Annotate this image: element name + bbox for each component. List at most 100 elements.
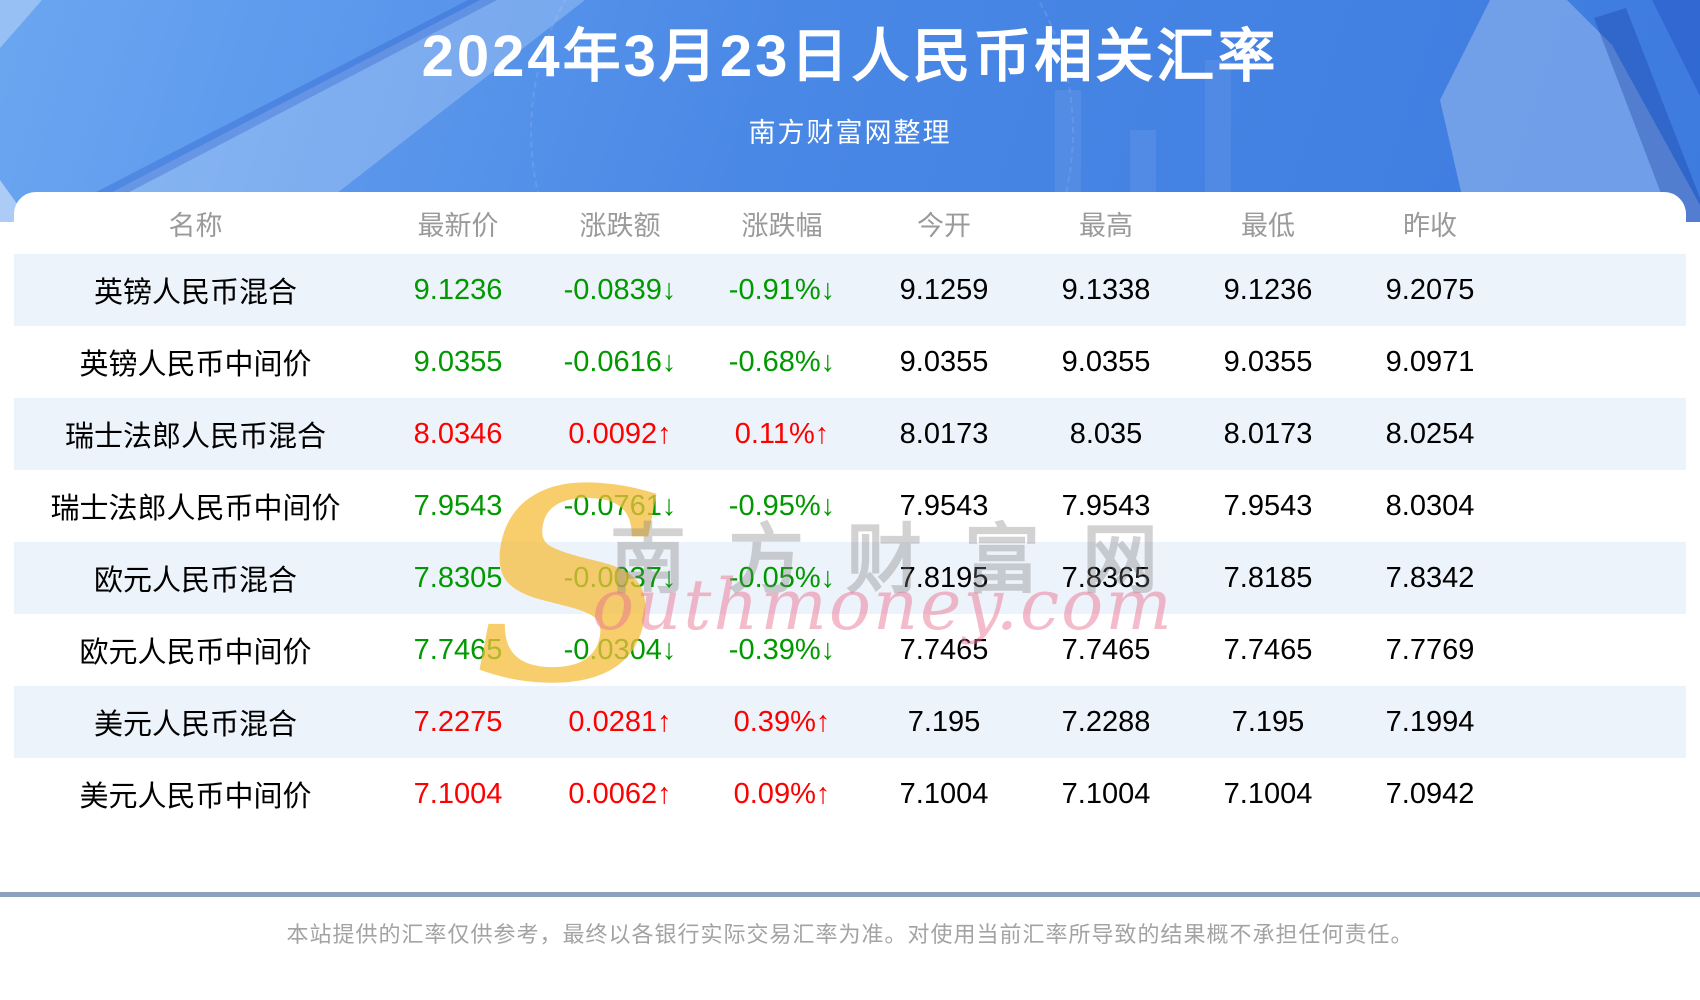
- cell-pct: -0.68%↓: [728, 345, 836, 378]
- column-header-low: 最低: [1241, 210, 1295, 241]
- cell-open: 9.0355: [899, 345, 989, 378]
- cell-low: 8.0173: [1223, 417, 1313, 450]
- disclaimer-text: 本站提供的汇率仅供参考，最终以各银行实际交易汇率为准。对使用当前汇率所导致的结果…: [286, 922, 1414, 947]
- cell-prev: 8.0254: [1385, 417, 1475, 450]
- cell-prev: 9.2075: [1385, 273, 1475, 306]
- cell-low: 7.7465: [1223, 633, 1313, 666]
- cell-pct: 0.09%↑: [733, 777, 831, 810]
- cell-open: 7.7465: [899, 633, 989, 666]
- cell-high: 7.2288: [1061, 705, 1151, 738]
- cell-last: 9.0355: [413, 345, 503, 378]
- cell-name: 欧元人民币混合: [93, 565, 297, 597]
- cell-low: 9.1236: [1223, 273, 1313, 306]
- table-row: 美元人民币混合 7.2275 0.0281↑ 0.39%↑ 7.195 7.2288 7.1…: [14, 686, 1686, 758]
- cell-change: -0.0616↓: [563, 345, 677, 378]
- rates-table-card: 名称 最新价 涨跌额 涨跌幅 今开 最高 最低 昨收 英镑人民币混合 9.1236…: [14, 192, 1686, 830]
- cell-spacer: [1511, 758, 1686, 830]
- column-header-change: 涨跌额: [579, 210, 661, 241]
- hero-banner: 2024年3月23日人民币相关汇率 南方财富网整理: [0, 0, 1700, 222]
- cell-change: -0.0839↓: [563, 273, 677, 306]
- table-row: 英镑人民币混合 9.1236 -0.0839↓ -0.91%↓ 9.1259 9.1338…: [14, 254, 1686, 326]
- cell-last: 7.2275: [413, 705, 503, 738]
- table-header-row: 名称 最新价 涨跌额 涨跌幅 今开 最高 最低 昨收: [14, 192, 1686, 254]
- table-row: 瑞士法郎人民币混合 8.0346 0.0092↑ 0.11%↑ 8.0173 8.035 8…: [14, 398, 1686, 470]
- table-row: 瑞士法郎人民币中间价 7.9543 -0.0761↓ -0.95%↓ 7.9543 7.9…: [14, 470, 1686, 542]
- cell-pct: -0.05%↓: [728, 561, 836, 594]
- cell-low: 9.0355: [1223, 345, 1313, 378]
- cell-spacer: [1511, 398, 1686, 470]
- cell-open: 7.8195: [899, 561, 989, 594]
- footer-divider: [0, 892, 1700, 897]
- cell-spacer: [1511, 542, 1686, 614]
- cell-name: 英镑人民币混合: [93, 277, 297, 309]
- column-header-high: 最高: [1079, 210, 1133, 241]
- cell-spacer: [1511, 326, 1686, 398]
- cell-spacer: [1511, 470, 1686, 542]
- cell-prev: 7.0942: [1385, 777, 1475, 810]
- cell-last: 7.1004: [413, 777, 503, 810]
- cell-low: 7.8185: [1223, 561, 1313, 594]
- column-header-prev: 昨收: [1403, 210, 1457, 241]
- cell-last: 7.8305: [413, 561, 503, 594]
- cell-prev: 9.0971: [1385, 345, 1475, 378]
- column-header-spacer: [1511, 192, 1686, 254]
- cell-prev: 7.7769: [1385, 633, 1475, 666]
- table-row: 欧元人民币混合 7.8305 -0.0037↓ -0.05%↓ 7.8195 7.8365…: [14, 542, 1686, 614]
- cell-change: -0.0761↓: [563, 489, 677, 522]
- column-header-name: 名称: [168, 210, 223, 241]
- page-subtitle: 南方财富网整理: [748, 117, 952, 148]
- cell-pct: -0.39%↓: [728, 633, 836, 666]
- cell-name: 美元人民币混合: [93, 709, 297, 741]
- cell-name: 英镑人民币中间价: [79, 349, 312, 381]
- cell-last: 9.1236: [413, 273, 503, 306]
- rates-table-body: 英镑人民币混合 9.1236 -0.0839↓ -0.91%↓ 9.1259 9.1338…: [14, 254, 1686, 830]
- cell-change: 0.0062↑: [568, 777, 672, 810]
- cell-name: 瑞士法郎人民币中间价: [50, 493, 341, 525]
- cell-high: 8.035: [1069, 417, 1143, 450]
- cell-high: 7.8365: [1061, 561, 1151, 594]
- cell-high: 7.1004: [1061, 777, 1151, 810]
- cell-high: 9.0355: [1061, 345, 1151, 378]
- cell-spacer: [1511, 254, 1686, 326]
- cell-last: 7.7465: [413, 633, 503, 666]
- hero-decoration-circle: [530, 0, 1074, 222]
- cell-name: 瑞士法郎人民币混合: [64, 421, 326, 453]
- cell-spacer: [1511, 686, 1686, 758]
- cell-name: 美元人民币中间价: [79, 781, 312, 813]
- cell-last: 8.0346: [413, 417, 503, 450]
- rates-table: 名称 最新价 涨跌额 涨跌幅 今开 最高 最低 昨收 英镑人民币混合 9.1236…: [14, 192, 1686, 830]
- cell-last: 7.9543: [413, 489, 503, 522]
- cell-open: 7.195: [907, 705, 981, 738]
- cell-high: 7.9543: [1061, 489, 1151, 522]
- cell-open: 8.0173: [899, 417, 989, 450]
- table-row: 欧元人民币中间价 7.7465 -0.0304↓ -0.39%↓ 7.7465 7.746…: [14, 614, 1686, 686]
- footer-gap: [0, 830, 1700, 892]
- cell-low: 7.9543: [1223, 489, 1313, 522]
- page-title: 2024年3月23日人民币相关汇率: [421, 24, 1279, 89]
- cell-prev: 8.0304: [1385, 489, 1475, 522]
- table-row: 美元人民币中间价 7.1004 0.0062↑ 0.09%↑ 7.1004 7.1004 7…: [14, 758, 1686, 830]
- cell-high: 7.7465: [1061, 633, 1151, 666]
- cell-name: 欧元人民币中间价: [79, 637, 312, 669]
- cell-open: 7.1004: [899, 777, 989, 810]
- column-header-open: 今开: [917, 210, 971, 241]
- cell-open: 7.9543: [899, 489, 989, 522]
- cell-change: -0.0037↓: [563, 561, 677, 594]
- cell-pct: 0.11%↑: [734, 417, 830, 450]
- cell-low: 7.1004: [1223, 777, 1313, 810]
- cell-change: 0.0092↑: [568, 417, 672, 450]
- cell-pct: -0.95%↓: [728, 489, 836, 522]
- table-row: 英镑人民币中间价 9.0355 -0.0616↓ -0.68%↓ 9.0355 9.035…: [14, 326, 1686, 398]
- cell-change: -0.0304↓: [563, 633, 677, 666]
- cell-change: 0.0281↑: [568, 705, 672, 738]
- cell-low: 7.195: [1231, 705, 1305, 738]
- cell-pct: -0.91%↓: [728, 273, 836, 306]
- column-header-pct: 涨跌幅: [741, 210, 823, 241]
- cell-prev: 7.1994: [1385, 705, 1475, 738]
- cell-high: 9.1338: [1061, 273, 1151, 306]
- cell-prev: 7.8342: [1385, 561, 1475, 594]
- column-header-last: 最新价: [417, 210, 499, 241]
- cell-spacer: [1511, 614, 1686, 686]
- cell-pct: 0.39%↑: [733, 705, 831, 738]
- cell-open: 9.1259: [899, 273, 989, 306]
